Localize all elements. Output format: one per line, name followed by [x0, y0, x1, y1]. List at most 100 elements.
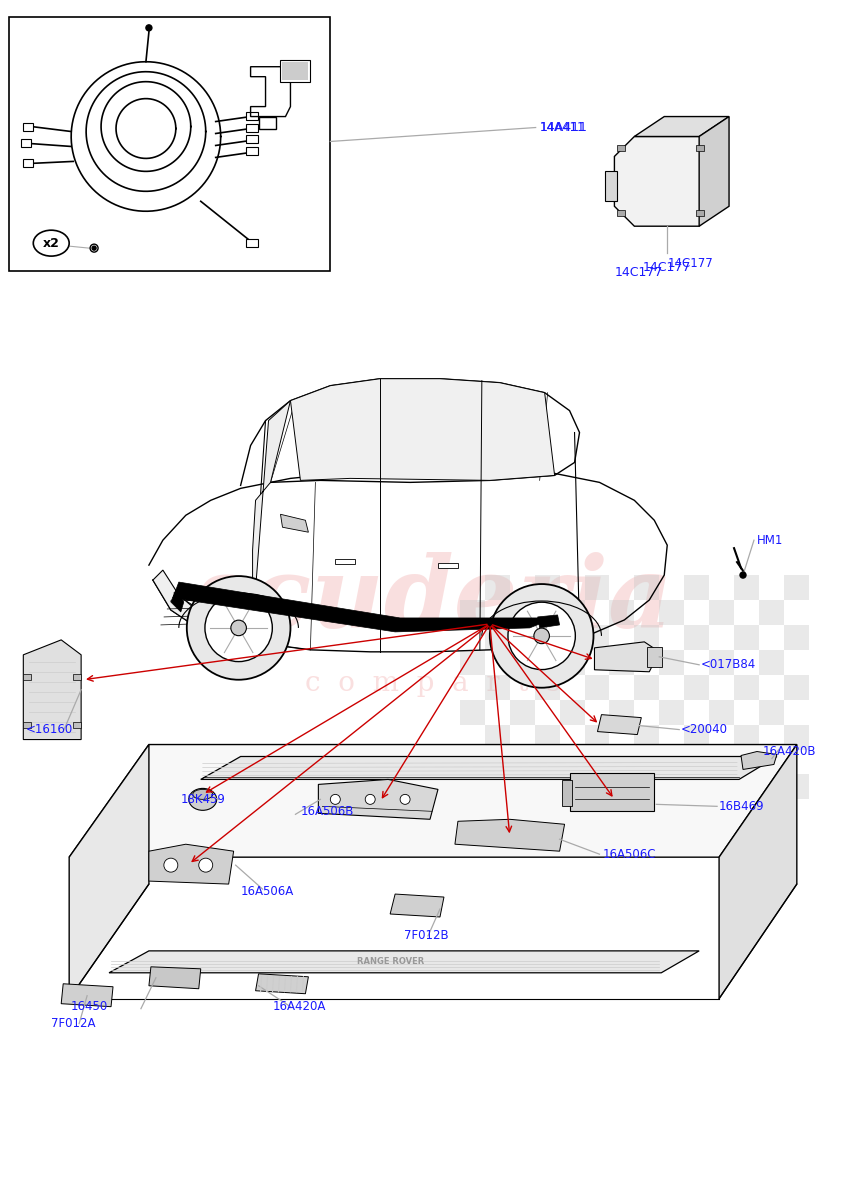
Polygon shape: [391, 894, 444, 917]
Text: 14C177: 14C177: [667, 257, 713, 270]
Text: 7F012B: 7F012B: [404, 930, 449, 942]
Circle shape: [205, 594, 272, 661]
Bar: [485, 774, 510, 799]
Bar: [610, 700, 635, 725]
Bar: [635, 674, 659, 700]
Polygon shape: [69, 744, 797, 857]
Circle shape: [199, 858, 213, 872]
Circle shape: [330, 794, 340, 804]
Bar: [784, 625, 809, 650]
Bar: [559, 799, 585, 824]
Bar: [559, 650, 585, 674]
Bar: [734, 674, 759, 700]
Ellipse shape: [189, 788, 216, 810]
Bar: [635, 575, 659, 600]
Ellipse shape: [33, 230, 69, 256]
Bar: [734, 725, 759, 750]
Circle shape: [164, 858, 178, 872]
Bar: [709, 600, 734, 625]
Bar: [709, 750, 734, 774]
Bar: [22, 139, 31, 148]
Bar: [684, 774, 709, 799]
Circle shape: [740, 572, 746, 578]
Circle shape: [508, 602, 575, 670]
Polygon shape: [455, 820, 565, 851]
Bar: [617, 145, 625, 151]
Circle shape: [92, 246, 96, 250]
Text: 7F012A: 7F012A: [51, 1018, 96, 1030]
Bar: [246, 124, 257, 132]
Bar: [709, 700, 734, 725]
Circle shape: [533, 628, 549, 643]
Bar: [485, 725, 510, 750]
Bar: [460, 600, 485, 625]
Bar: [659, 799, 684, 824]
Polygon shape: [171, 590, 184, 612]
Bar: [460, 750, 485, 774]
Text: 16A420B: 16A420B: [763, 745, 817, 758]
Polygon shape: [153, 570, 253, 642]
Polygon shape: [699, 116, 729, 227]
Polygon shape: [741, 751, 777, 769]
Bar: [647, 647, 662, 667]
Bar: [460, 799, 485, 824]
Text: RANGE ROVER: RANGE ROVER: [357, 958, 423, 966]
Polygon shape: [538, 614, 559, 628]
Text: 14A411: 14A411: [540, 121, 585, 134]
Bar: [485, 625, 510, 650]
Bar: [696, 210, 704, 216]
Bar: [485, 674, 510, 700]
Bar: [559, 700, 585, 725]
Text: 16A506A: 16A506A: [241, 884, 294, 898]
Bar: [635, 625, 659, 650]
Bar: [635, 725, 659, 750]
Bar: [784, 774, 809, 799]
Bar: [73, 673, 81, 679]
Text: 14A411: 14A411: [540, 121, 587, 134]
Bar: [246, 148, 257, 156]
Text: <16160: <16160: [25, 724, 73, 736]
Circle shape: [400, 794, 410, 804]
Bar: [617, 210, 625, 216]
Bar: [684, 575, 709, 600]
Circle shape: [90, 244, 98, 252]
Bar: [784, 575, 809, 600]
Bar: [510, 799, 534, 824]
Bar: [659, 650, 684, 674]
Text: 16450: 16450: [71, 1000, 108, 1013]
Bar: [510, 700, 534, 725]
Polygon shape: [281, 515, 308, 533]
Bar: [534, 674, 559, 700]
Bar: [759, 750, 784, 774]
Bar: [734, 575, 759, 600]
Bar: [709, 650, 734, 674]
Polygon shape: [319, 780, 438, 820]
Bar: [281, 60, 310, 82]
Circle shape: [490, 584, 593, 688]
Bar: [684, 725, 709, 750]
Bar: [585, 625, 610, 650]
Bar: [784, 674, 809, 700]
Bar: [659, 750, 684, 774]
Bar: [282, 61, 308, 79]
Text: 14C177: 14C177: [615, 266, 663, 280]
Text: c  o  m  p  a  r  t  s: c o m p a r t s: [306, 671, 560, 697]
Circle shape: [187, 576, 290, 679]
Bar: [534, 575, 559, 600]
Bar: [510, 650, 534, 674]
Bar: [246, 136, 257, 144]
Bar: [23, 673, 31, 679]
Bar: [585, 575, 610, 600]
Bar: [759, 700, 784, 725]
Bar: [23, 122, 33, 131]
Bar: [559, 750, 585, 774]
Text: 16A506B: 16A506B: [301, 805, 354, 818]
Bar: [759, 799, 784, 824]
Text: x2: x2: [42, 236, 60, 250]
Text: 16A506C: 16A506C: [603, 847, 656, 860]
Bar: [759, 600, 784, 625]
Bar: [438, 563, 458, 568]
Bar: [734, 774, 759, 799]
Bar: [585, 674, 610, 700]
Text: <20040: <20040: [682, 724, 728, 736]
